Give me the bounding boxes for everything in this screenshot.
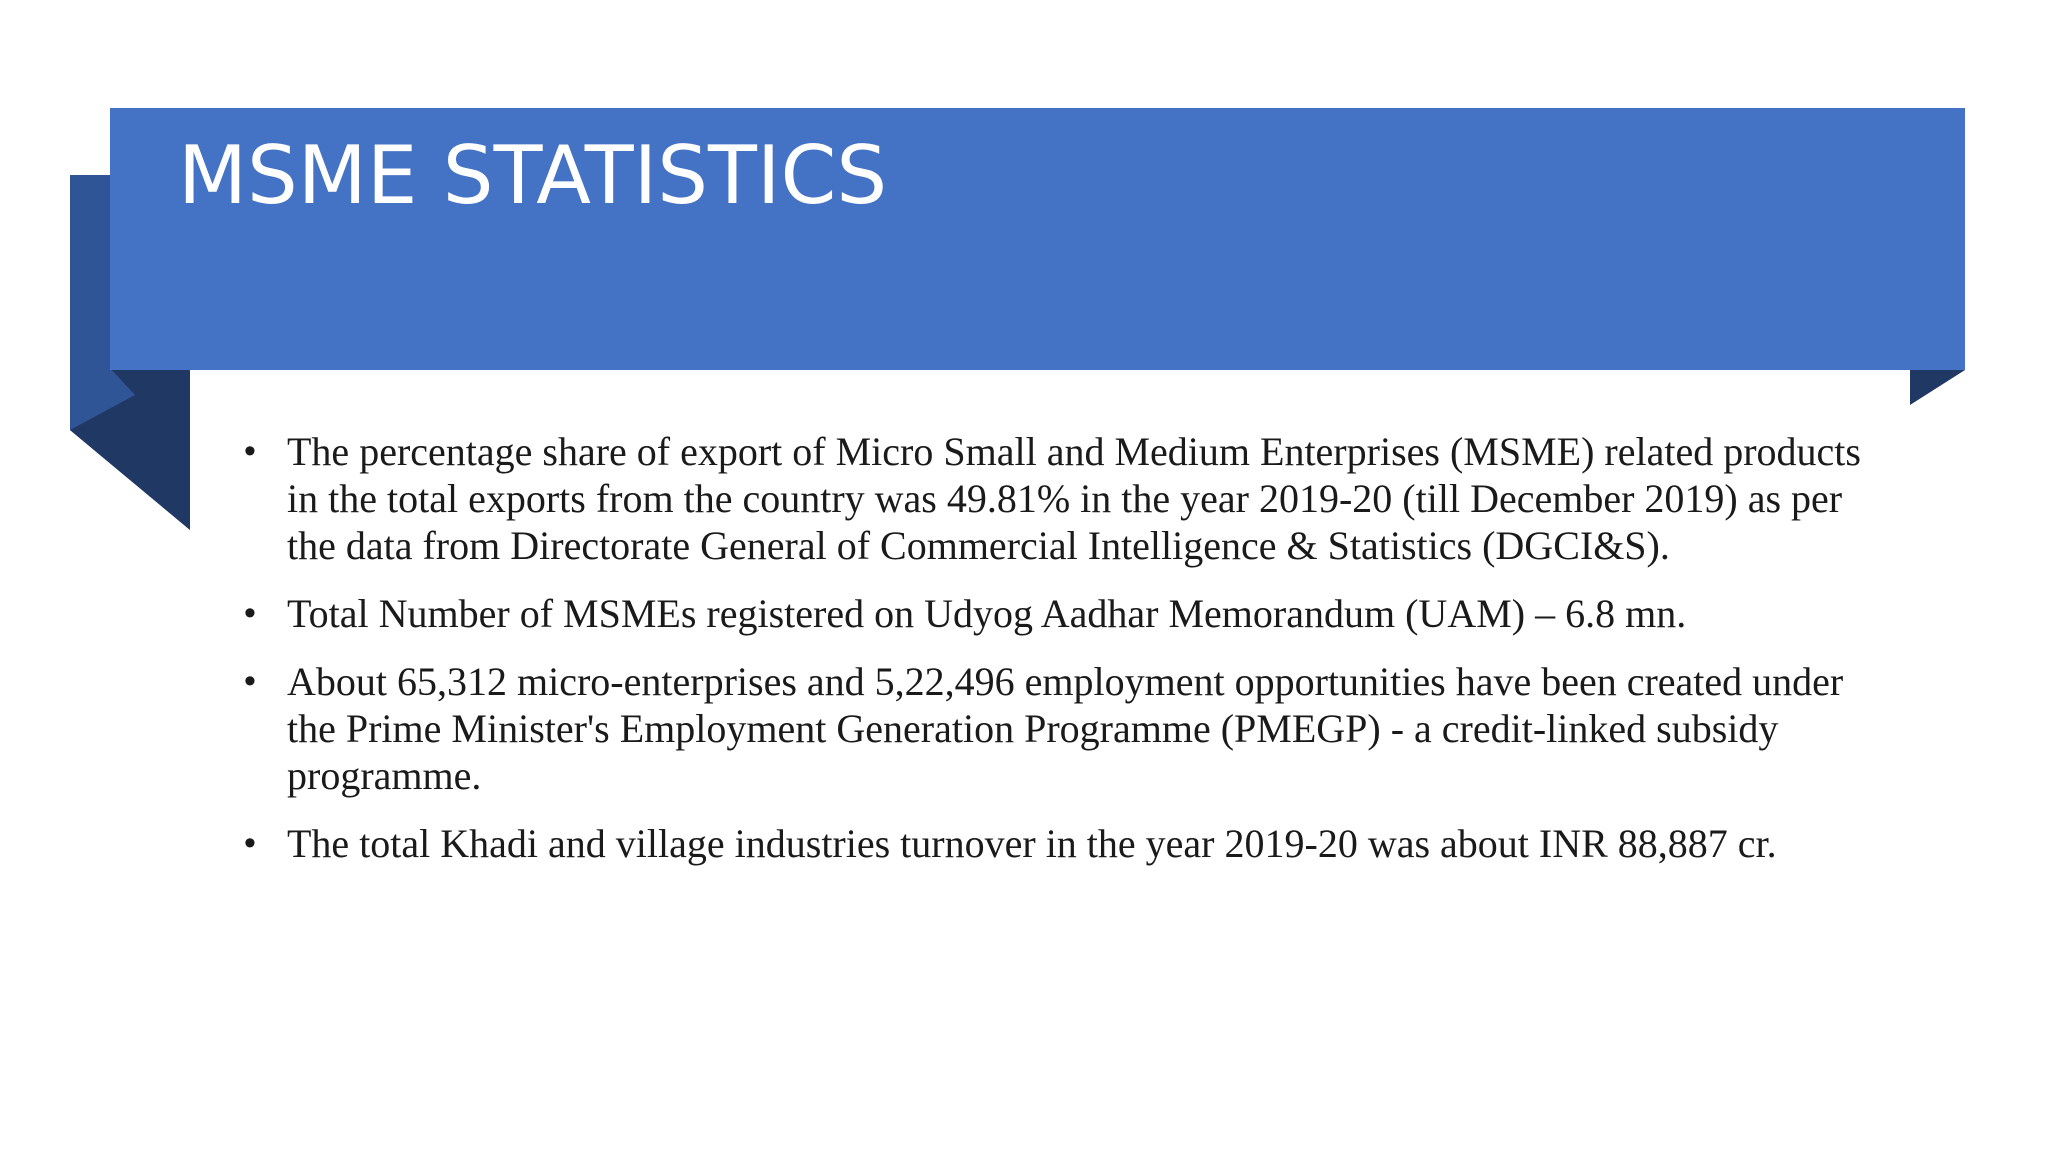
bullet-text: The total Khadi and village industries t… bbox=[287, 821, 1777, 866]
list-item: • The total Khadi and village industries… bbox=[244, 820, 1884, 867]
bullet-text: The percentage share of export of Micro … bbox=[287, 429, 1861, 568]
ribbon-left-fold bbox=[110, 368, 190, 395]
bullet-icon: • bbox=[244, 594, 256, 632]
bullet-icon: • bbox=[244, 824, 256, 862]
list-item: • The percentage share of export of Micr… bbox=[244, 428, 1884, 569]
ribbon-right-fold bbox=[1910, 370, 1965, 405]
bullet-text: About 65,312 micro-enterprises and 5,22,… bbox=[287, 659, 1844, 798]
title-banner bbox=[110, 108, 1965, 370]
bullet-text: Total Number of MSMEs registered on Udyo… bbox=[287, 591, 1687, 636]
bullet-icon: • bbox=[244, 662, 256, 700]
ribbon-left-fold-shadow bbox=[70, 370, 190, 530]
page-title: MSME STATISTICS bbox=[178, 129, 888, 222]
bullet-list: • The percentage share of export of Micr… bbox=[244, 428, 1884, 888]
list-item: • About 65,312 micro-enterprises and 5,2… bbox=[244, 658, 1884, 799]
list-item: • Total Number of MSMEs registered on Ud… bbox=[244, 590, 1884, 637]
bullet-icon: • bbox=[244, 432, 256, 470]
